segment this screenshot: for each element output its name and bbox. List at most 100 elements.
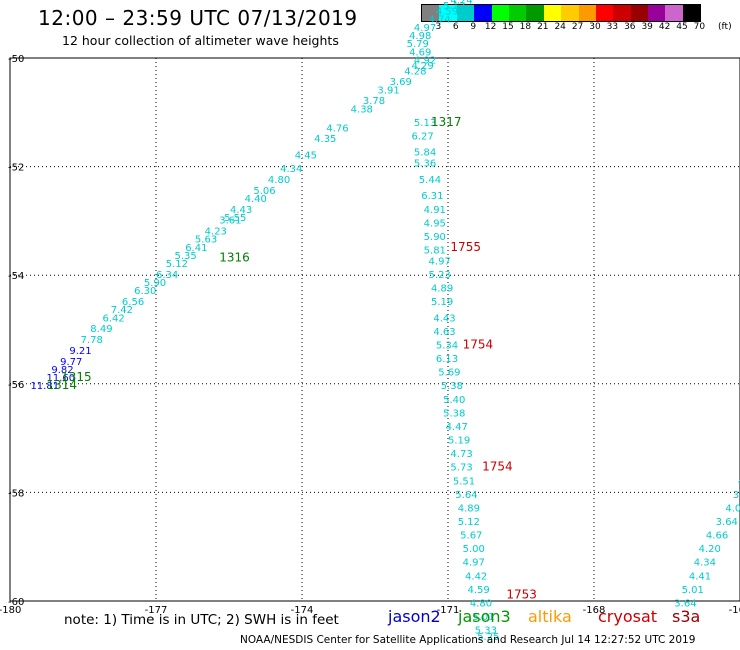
- x-tick-label: -180: [0, 605, 21, 616]
- scale-label: 70: [693, 22, 706, 32]
- wave-height-value: 6.42: [102, 313, 124, 324]
- wave-height-value: 4.69: [409, 47, 431, 58]
- x-tick-label: -171: [437, 605, 460, 616]
- wave-height-value: 3.91: [377, 85, 399, 96]
- wave-height-value: 3.7: [733, 490, 740, 501]
- wave-height-value: 7.42: [111, 305, 133, 316]
- scale-swatch: [665, 5, 683, 21]
- wave-height-value: 5.12: [458, 517, 480, 528]
- scale-label: 9: [470, 22, 477, 32]
- pass-time-label: 1754: [482, 460, 513, 474]
- scale-label: 24: [554, 22, 566, 32]
- x-tick-label: -177: [145, 605, 168, 616]
- wave-height-value: 4.07: [725, 503, 740, 514]
- wave-height-value: 6.41: [185, 243, 207, 254]
- scale-label: 3: [435, 22, 442, 32]
- axis-tick-labels: -180 -177 -174 -171 -168 -165 -50 -52 -54 -56 -58 -…: [0, 54, 740, 616]
- scale-label: 45: [676, 22, 688, 32]
- wave-height-value: 4.38: [351, 104, 373, 115]
- scale-swatch: [422, 5, 440, 21]
- satellite-name: jason3: [458, 607, 511, 626]
- pass-time-label: 1755: [450, 240, 481, 254]
- scale-swatch: [561, 5, 579, 21]
- wave-height-value: 5.90: [144, 278, 166, 289]
- scale-swatch: [543, 5, 562, 21]
- wave-height-value: 4.45: [295, 150, 317, 161]
- wave-height-value: 5.23: [429, 270, 451, 281]
- wave-height-value: 5.19: [448, 436, 470, 447]
- wave-height-value: 11.60: [47, 373, 76, 384]
- scale-label: 42: [658, 22, 671, 32]
- y-tick-label: -50: [8, 54, 24, 65]
- scale-swatch: [578, 5, 596, 21]
- wave-height-value: 4.59: [467, 585, 489, 596]
- scale-swatch: [648, 5, 666, 21]
- wave-height-value: 4.41: [689, 571, 711, 582]
- scale-swatch: [630, 5, 649, 21]
- wave-height-value: 6.56: [122, 297, 144, 308]
- page-subtitle: 12 hour collection of altimeter wave hei…: [62, 33, 339, 48]
- wave-height-value: 4.80: [268, 175, 290, 186]
- wave-height-value: 4.24: [450, 0, 472, 7]
- wave-height-value: 5.12: [166, 259, 188, 270]
- satellite-name: altika: [528, 607, 572, 626]
- y-tick-label: -54: [8, 271, 24, 282]
- wave-height-value: 5.19: [431, 297, 453, 308]
- wave-height-value: 3.69: [390, 77, 412, 88]
- wave-height-value: 5.35: [174, 251, 196, 262]
- wave-height-value: 5.44: [419, 175, 441, 186]
- pass-time-label: 1754: [463, 338, 494, 352]
- wave-height-value: 5.36: [414, 159, 436, 170]
- wave-height-value: 5.13: [414, 118, 436, 129]
- scale-swatch: [595, 5, 614, 21]
- wave-height-value: 3.78: [363, 96, 385, 107]
- scale-swatch: [491, 5, 509, 21]
- wave-height-value: 7.78: [81, 335, 103, 346]
- satellite-name: cryosat: [598, 607, 658, 626]
- wave-height-value: 4.63: [433, 327, 455, 338]
- wave-height-value: 5.01: [682, 585, 704, 596]
- pass-time-label: 1316: [219, 251, 250, 265]
- wave-height-value: 5.67: [460, 531, 482, 542]
- wave-height-value: 9.77: [60, 357, 82, 368]
- scale-swatch: [526, 5, 544, 21]
- y-tick-label: -56: [8, 380, 24, 391]
- map-frame: [9, 57, 740, 602]
- scale-label: 27: [571, 22, 584, 32]
- wave-height-value: 4.89: [458, 503, 480, 514]
- wave-height-value: 5.73: [450, 463, 472, 474]
- scale-swatch: [456, 5, 475, 21]
- wave-height-labels: 11.8111.609.829.779.217.788.496.427.426.…: [30, 0, 740, 643]
- wave-height-value: 4.23: [205, 226, 227, 237]
- wave-height-value: 5.12: [443, 1, 465, 12]
- wave-height-value: 4.91: [424, 205, 446, 216]
- wave-height-value: 4.74: [429, 15, 451, 26]
- y-tick-label: -52: [8, 163, 24, 174]
- wave-height-value: 4.29: [412, 61, 434, 72]
- scale-label: 33: [606, 22, 619, 32]
- wave-height-value: 4.98: [409, 31, 431, 42]
- wave-height-value: 5.33: [475, 626, 497, 637]
- scale-label: 18: [519, 22, 532, 32]
- wave-height-value: 6.13: [436, 354, 458, 365]
- satellite-name: s3a: [672, 607, 701, 626]
- wave-height-value: 4.97: [429, 256, 451, 267]
- wave-height-value: 9.82: [51, 365, 73, 376]
- wave-height-value: 4.97: [414, 23, 436, 34]
- wave-height-value: 4.34: [280, 164, 302, 175]
- footer-credit: NOAA/NESDIS Center for Satellite Applica…: [240, 634, 696, 646]
- wave-height-value: 5.84: [414, 148, 436, 159]
- wave-height-value: 5.00: [463, 544, 485, 555]
- wave-height-value: 4.34: [694, 558, 716, 569]
- x-tick-label: -174: [291, 605, 314, 616]
- wave-height-value: 9.21: [69, 346, 91, 357]
- wave-height-value: 4.89: [431, 283, 453, 294]
- y-tick-label: -58: [8, 488, 24, 499]
- wave-height-value: 6.31: [421, 191, 443, 202]
- map-gridlines: [10, 58, 740, 601]
- scale-swatch: [439, 5, 457, 21]
- wave-height-value: 6.34: [156, 270, 178, 281]
- wave-height-value: 4.95: [424, 218, 446, 229]
- scale-label: 30: [589, 22, 601, 32]
